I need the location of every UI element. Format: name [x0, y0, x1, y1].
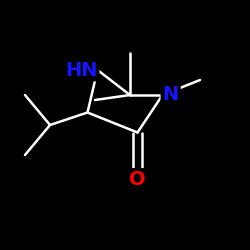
Text: O: O: [129, 170, 146, 189]
Text: N: N: [162, 86, 179, 104]
Text: O: O: [129, 170, 146, 189]
Text: HN: HN: [65, 60, 98, 80]
Text: N: N: [162, 86, 179, 104]
Text: HN: HN: [65, 60, 98, 80]
